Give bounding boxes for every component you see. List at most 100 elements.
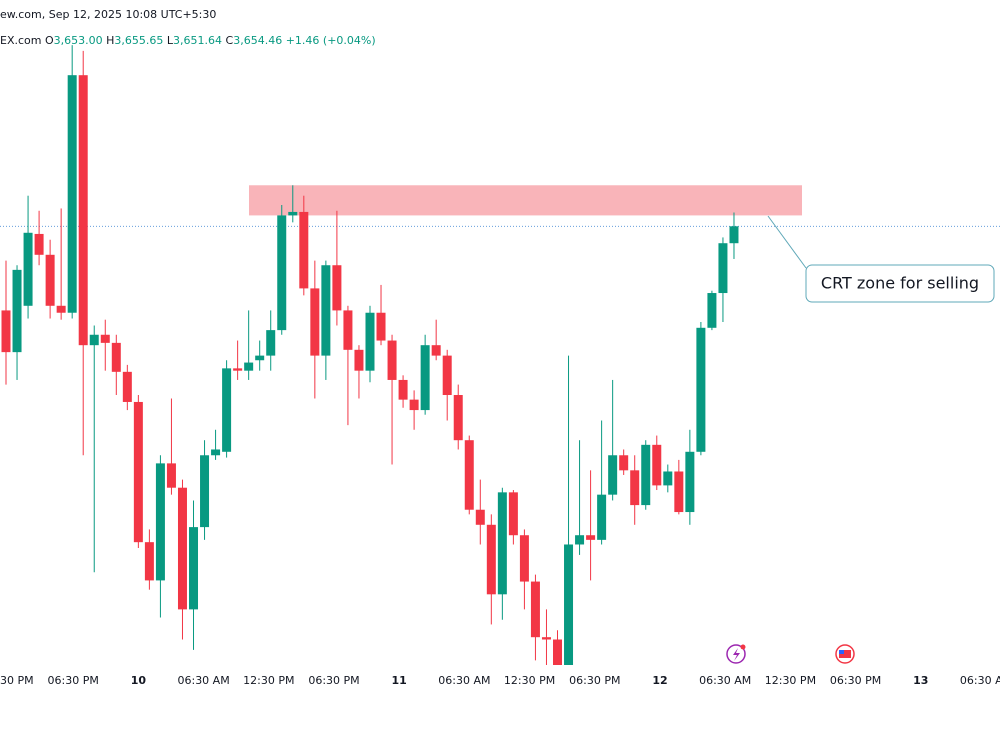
candle-body [464,440,474,510]
candle-body [564,544,574,665]
candle-body [575,535,585,545]
candle-body [685,451,695,513]
flag-icon [835,644,855,664]
candle-body [56,305,66,313]
candle-body [67,75,77,313]
candle-body [475,509,485,525]
candle-body [299,211,309,289]
ohlc-key: H [106,34,114,47]
candle-body [707,293,717,328]
candle-body [541,637,551,640]
x-tick-label: 06:30 AM [438,674,490,687]
ohlc-value: 3,655.65 [114,34,163,47]
candle-body [376,312,386,341]
x-tick-label: 06:30 PM [830,674,881,687]
candle-body [608,455,618,495]
x-tick-label: 06:30 AM [699,674,751,687]
x-tick-label: 13 [913,674,928,687]
candle-body [641,444,651,506]
candle-body [1,310,11,353]
candle-body [144,542,154,581]
candle-body [431,345,441,356]
candle-body [177,487,187,610]
ohlc-key: O [45,34,54,47]
candle-body [23,232,33,306]
candle-body [332,265,342,311]
candle-body [519,535,529,582]
plot: CRT zone for selling 30 PM 06:30 PM 10 06:30… [0,45,1000,687]
candle-body [89,334,99,346]
candle-body [486,524,496,595]
candle-body [321,265,331,356]
candle-body [619,455,629,471]
candle-body [453,395,463,441]
candle-body [122,371,132,402]
x-tick-label: 30 PM [0,674,34,687]
candle-body [718,243,728,294]
candle-body [211,449,221,456]
candle-body [652,444,662,486]
candle-body [166,463,176,488]
ohlc-key: L [167,34,174,47]
candle-body [409,399,419,411]
candle-body [310,288,320,356]
candle-body [111,342,121,372]
candle-body [78,75,88,346]
candle-body [343,310,353,350]
callout-pointer [767,215,807,269]
candle-body [244,362,254,371]
candle-body [133,401,143,543]
candle-body [696,327,706,452]
candle-body [255,355,265,361]
sell-zone [249,185,802,216]
x-tick-label: 06:30 AM [960,674,1000,687]
candle-body [189,527,199,610]
candle-body [398,379,408,400]
candle-body [420,345,430,411]
candle-body [442,355,452,396]
x-tick-label: 11 [392,674,407,687]
candle-body [508,492,518,536]
candle-body [233,368,243,371]
candle-body [729,226,739,244]
x-tick-label: 06:30 PM [569,674,620,687]
source: EX.com [0,34,41,47]
candle-body [530,581,540,638]
candle-body [100,334,110,343]
x-tick-label: 12 [652,674,667,687]
callout-box [805,264,995,303]
candle-body [34,233,44,255]
x-tick-label: 12:30 PM [243,674,294,687]
header-ohlc: EX.com O3,653.00 H3,655.65 L3,651.64 C3,… [0,34,376,47]
candle-body [222,368,232,452]
candle-body [354,349,364,371]
candle-body [266,330,276,356]
candle-body [12,269,22,353]
x-tick-label: 12:30 PM [765,674,816,687]
candle-body [45,254,55,306]
candle-body [288,211,298,216]
candle-body [586,535,596,540]
x-tick-label: 10 [131,674,147,687]
event-icon [726,644,746,664]
candle-body [277,215,287,331]
candle-body [630,470,640,506]
annotation: CRT zone for selling [821,274,979,293]
candle-body [597,494,607,540]
candle-body [155,463,165,581]
header-title: ew.com, Sep 12, 2025 10:08 UTC+5:30 [0,8,216,21]
x-tick-label: 06:30 PM [48,674,99,687]
x-tick-label: 06:30 AM [177,674,229,687]
candle-body [497,492,507,595]
ohlc-key: C [226,34,234,47]
candle-body [365,312,375,371]
candle-body [663,471,673,486]
change: +1.46 (+0.04%) [286,34,376,47]
ohlc-value: 3,653.00 [54,34,103,47]
candle-body [200,455,210,528]
candle-body [387,340,397,380]
header-values: EX.com O3,653.00 H3,655.65 L3,651.64 C3,… [0,34,376,47]
candle-body [553,639,562,665]
